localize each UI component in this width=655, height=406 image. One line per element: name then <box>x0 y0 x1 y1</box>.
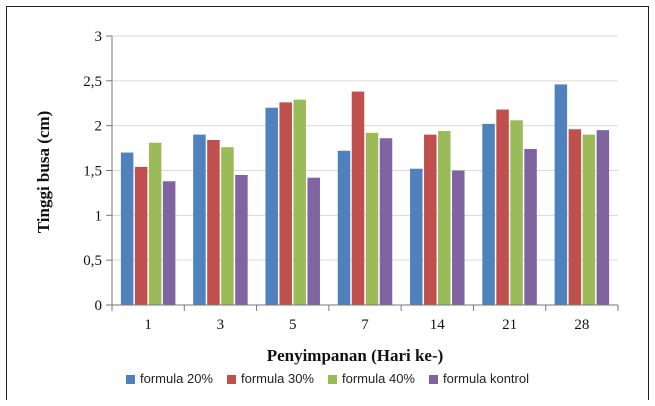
y-tick-label: 3 <box>95 29 103 45</box>
legend-label: formula 20% <box>140 371 213 386</box>
y-tick-label: 1,5 <box>83 164 102 180</box>
legend-swatch <box>227 375 236 384</box>
y-axis-title: Tinggi busa (cm) <box>34 111 53 234</box>
legend-item: formula 30% <box>227 371 314 386</box>
x-axis-title: Penyimpanan (Hari ke-) <box>267 346 444 365</box>
bar <box>496 109 509 305</box>
bar <box>120 152 134 305</box>
bar <box>162 181 176 305</box>
bar <box>279 102 292 305</box>
bar <box>438 131 451 305</box>
bar <box>596 130 610 305</box>
bar <box>235 174 248 305</box>
bar <box>148 142 162 305</box>
x-tick-label: 1 <box>144 317 152 333</box>
y-tick-label: 2 <box>95 119 103 135</box>
bar <box>134 166 148 305</box>
x-tick-label: 21 <box>502 317 517 333</box>
legend-swatch <box>126 375 135 384</box>
x-tick-label: 3 <box>217 317 225 333</box>
legend-swatch <box>328 375 337 384</box>
bar <box>307 177 320 305</box>
bar <box>351 91 365 305</box>
y-tick-labels: 0 0,5 1 1,5 2 2,5 3 <box>83 29 102 314</box>
x-tick-label: 14 <box>430 317 446 333</box>
bar <box>365 132 379 305</box>
y-tick-label: 0 <box>95 298 103 314</box>
bar <box>452 170 465 305</box>
axes <box>106 35 619 311</box>
y-tick-label: 1 <box>95 208 103 224</box>
x-tick-label: 5 <box>289 317 297 333</box>
bar <box>410 168 423 305</box>
x-tick-label: 28 <box>574 317 589 333</box>
legend-item: formula 40% <box>328 371 415 386</box>
bar <box>337 150 351 305</box>
bar <box>568 129 582 305</box>
bar <box>265 107 278 305</box>
legend-swatch <box>429 375 438 384</box>
bar <box>293 99 306 305</box>
legend-label: formula 30% <box>241 371 314 386</box>
chart-frame <box>6 6 649 400</box>
bar <box>510 120 523 305</box>
bars <box>120 84 610 306</box>
x-tick-labels: 1 3 5 7 14 21 28 <box>144 317 589 333</box>
legend-label: formula 40% <box>342 371 415 386</box>
bar <box>207 140 220 305</box>
bar <box>582 134 596 305</box>
gridlines <box>112 35 618 261</box>
legend: formula 20% formula 30% formula 40% formula… <box>126 371 529 386</box>
legend-item: formula kontrol <box>429 371 529 386</box>
bar <box>221 147 234 305</box>
bar <box>424 134 437 305</box>
bar <box>524 148 537 305</box>
bar <box>554 84 568 305</box>
bar <box>193 134 206 305</box>
legend-item: formula 20% <box>126 371 213 386</box>
bar <box>379 138 393 305</box>
y-tick-label: 2,5 <box>83 74 102 90</box>
legend-label: formula kontrol <box>443 371 529 386</box>
x-tick-label: 7 <box>361 317 369 333</box>
bar <box>482 123 495 306</box>
y-tick-label: 0,5 <box>83 253 102 269</box>
